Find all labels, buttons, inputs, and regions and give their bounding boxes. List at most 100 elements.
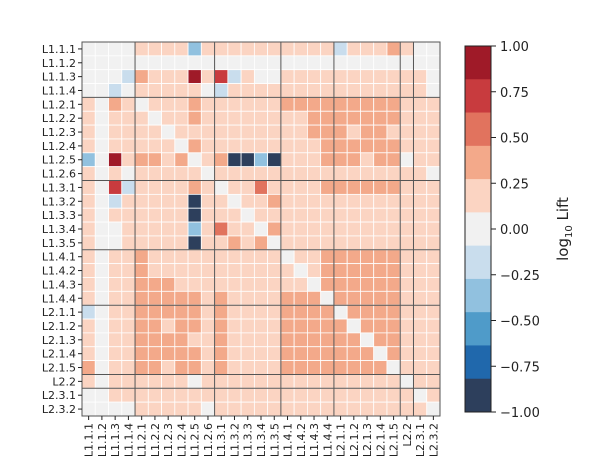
heatmap-cell xyxy=(293,124,308,140)
heatmap-cell xyxy=(267,374,282,389)
heatmap-cell xyxy=(307,97,322,112)
colorbar-segment xyxy=(465,245,491,280)
heatmap-cell xyxy=(346,387,361,403)
heatmap-cell xyxy=(386,235,401,251)
heatmap-cell xyxy=(147,83,162,98)
heatmap-cell xyxy=(280,83,295,98)
heatmap-cell xyxy=(360,290,375,306)
heatmap-cell xyxy=(307,235,322,251)
heatmap-cell xyxy=(253,193,269,209)
heatmap-cell xyxy=(161,401,176,417)
heatmap-cell xyxy=(187,55,202,71)
heatmap-cell xyxy=(333,249,348,265)
heatmap-cell xyxy=(333,180,348,195)
heatmap-cell xyxy=(81,110,96,126)
heatmap-cell xyxy=(134,263,149,278)
y-tick-label: L2.1.1 xyxy=(42,306,76,319)
heatmap-cell xyxy=(360,110,375,126)
heatmap-cell xyxy=(147,207,162,223)
heatmap-cell xyxy=(373,401,388,417)
x-tick-label: L1.4.2 xyxy=(295,423,308,457)
heatmap-cell xyxy=(200,124,215,140)
heatmap-cell xyxy=(134,401,149,417)
heatmap-cell xyxy=(227,249,242,265)
heatmap-cell xyxy=(373,249,388,265)
heatmap-cell xyxy=(386,249,401,265)
heatmap-cell xyxy=(147,387,162,403)
heatmap-cell xyxy=(280,374,295,389)
heatmap-cell xyxy=(94,360,109,375)
heatmap-cell xyxy=(253,97,269,112)
heatmap-cell xyxy=(94,304,109,320)
y-tick-label: L1.1.1 xyxy=(42,43,76,56)
heatmap-cell xyxy=(214,401,229,417)
heatmap-cell xyxy=(346,124,361,140)
heatmap-cell xyxy=(333,374,348,389)
heatmap-cell xyxy=(360,83,375,98)
heatmap-cell xyxy=(253,207,269,223)
heatmap-cell xyxy=(227,263,242,278)
heatmap-cell xyxy=(227,290,242,306)
heatmap-cell xyxy=(413,69,428,84)
y-tick-label: L1.2.1 xyxy=(42,98,76,111)
heatmap-cell xyxy=(253,83,269,98)
heatmap-cell xyxy=(174,41,189,57)
heatmap-cell xyxy=(280,55,295,71)
heatmap-cell xyxy=(253,138,269,154)
heatmap-cell xyxy=(187,138,202,154)
heatmap-cell xyxy=(187,401,202,417)
heatmap-cell xyxy=(267,69,282,84)
heatmap-cell xyxy=(267,401,282,417)
heatmap-cell xyxy=(121,207,136,223)
heatmap-cell xyxy=(134,346,149,361)
heatmap-cell xyxy=(161,387,176,403)
heatmap-cell xyxy=(373,263,388,278)
heatmap-cell xyxy=(161,207,176,223)
heatmap-cell xyxy=(399,97,414,112)
heatmap-cell xyxy=(320,55,335,71)
y-tick-label: L1.1.4 xyxy=(42,84,76,97)
heatmap-cell xyxy=(187,346,202,361)
y-tick-labels: L1.1.1L1.1.2L1.1.3L1.1.4L1.2.1L1.2.2L1.2… xyxy=(42,43,82,416)
heatmap-cell xyxy=(200,152,215,168)
heatmap-cell xyxy=(413,346,428,361)
heatmap-cell xyxy=(253,55,269,71)
heatmap-cell xyxy=(240,110,255,126)
heatmap-cell xyxy=(147,374,162,389)
heatmap-cell xyxy=(108,152,123,168)
x-tick-label: L1.2.5 xyxy=(189,423,202,457)
heatmap-cell xyxy=(293,193,308,209)
heatmap-cell xyxy=(280,221,295,237)
heatmap-cell xyxy=(187,83,202,98)
heatmap-cell xyxy=(108,221,123,237)
heatmap-cell xyxy=(386,304,401,320)
heatmap-cell xyxy=(293,277,308,292)
heatmap-cell xyxy=(320,304,335,320)
heatmap-cell xyxy=(81,97,96,112)
heatmap-cell xyxy=(187,124,202,140)
heatmap-cell xyxy=(134,83,149,98)
heatmap-cell xyxy=(200,166,215,181)
heatmap-cell xyxy=(161,152,176,168)
heatmap-cell xyxy=(214,97,229,112)
heatmap-cell xyxy=(280,401,295,417)
heatmap-cell xyxy=(147,69,162,84)
heatmap-cell xyxy=(81,249,96,265)
heatmap-cell xyxy=(240,69,255,84)
heatmap-cell xyxy=(147,235,162,251)
heatmap-cell xyxy=(333,318,348,334)
heatmap-cell xyxy=(426,69,441,84)
heatmap-cell xyxy=(307,41,322,57)
heatmap-cell xyxy=(373,83,388,98)
heatmap-cell xyxy=(81,124,96,140)
colorbar-segment xyxy=(465,145,491,180)
heatmap-cell xyxy=(293,138,308,154)
heatmap-cell xyxy=(267,304,282,320)
heatmap-cell xyxy=(214,166,229,181)
heatmap-cell xyxy=(94,346,109,361)
heatmap-cell xyxy=(240,41,255,57)
heatmap-cell xyxy=(121,387,136,403)
heatmap-cell xyxy=(399,263,414,278)
heatmap-cell xyxy=(121,360,136,375)
heatmap-cell xyxy=(333,110,348,126)
